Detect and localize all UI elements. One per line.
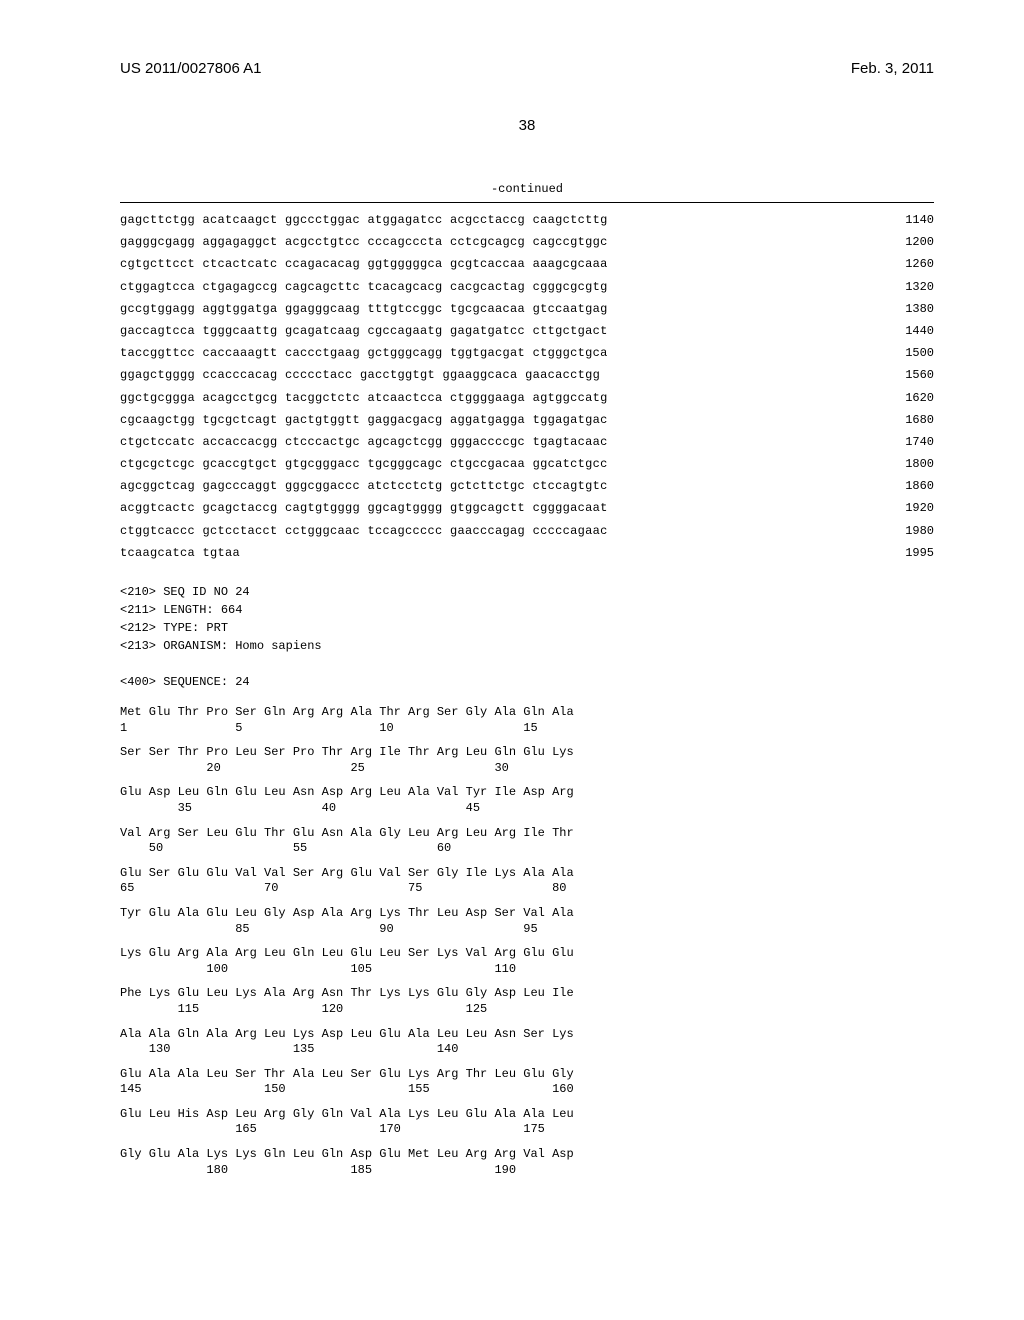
nuc-pos: 1560 [856,366,934,385]
prot-aa: Met Glu Thr Pro Ser Gln Arg Arg Ala Thr … [120,705,574,719]
page-number: 38 [120,117,934,134]
prot-aa: Tyr Glu Ala Glu Leu Gly Asp Ala Arg Lys … [120,906,574,920]
prot-nums: 100 105 110 [120,962,516,976]
nuc-row: gaccagtcca tgggcaattg gcagatcaag cgccaga… [120,322,934,341]
nuc-row: agcggctcag gagcccaggt gggcggaccc atctcct… [120,477,934,496]
nuc-pos: 1380 [856,300,934,319]
nuc-row: cgtgcttcct ctcactcatc ccagacacag ggtgggg… [120,255,934,274]
prot-nums: 115 120 125 [120,1002,487,1016]
nuc-pos: 1920 [856,499,934,518]
top-rule [120,202,934,203]
prot-row: Glu Leu His Asp Leu Arg Gly Gln Val Ala … [120,1107,934,1138]
nuc-pos: 1200 [856,233,934,252]
nuc-pos: 1320 [856,278,934,297]
nuc-row: ctggagtcca ctgagagccg cagcagcttc tcacagc… [120,278,934,297]
prot-nums: 1 5 10 15 [120,721,538,735]
prot-nums: 35 40 45 [120,801,480,815]
prot-aa: Glu Leu His Asp Leu Arg Gly Gln Val Ala … [120,1107,574,1121]
prot-aa: Glu Ala Ala Leu Ser Thr Ala Leu Ser Glu … [120,1067,574,1081]
prot-aa: Lys Glu Arg Ala Arg Leu Gln Leu Glu Leu … [120,946,574,960]
prot-row: Phe Lys Glu Leu Lys Ala Arg Asn Thr Lys … [120,986,934,1017]
nuc-row: ggctgcggga acagcctgcg tacggctctc atcaact… [120,389,934,408]
prot-aa: Phe Lys Glu Leu Lys Ala Arg Asn Thr Lys … [120,986,574,1000]
prot-aa: Glu Asp Leu Gln Glu Leu Asn Asp Arg Leu … [120,785,574,799]
nuc-row: cgcaagctgg tgcgctcagt gactgtggtt gaggacg… [120,411,934,430]
nuc-seq: agcggctcag gagcccaggt gggcggaccc atctcct… [120,477,608,496]
nuc-pos: 1260 [856,255,934,274]
prot-nums: 85 90 95 [120,922,538,936]
prot-aa: Ala Ala Gln Ala Arg Leu Lys Asp Leu Glu … [120,1027,574,1041]
nuc-row: ggagctgggg ccacccacag ccccctacc gacctggt… [120,366,934,385]
prot-aa: Glu Ser Glu Glu Val Val Ser Arg Glu Val … [120,866,574,880]
nuc-seq: cgtgcttcct ctcactcatc ccagacacag ggtgggg… [120,255,608,274]
nuc-pos: 1680 [856,411,934,430]
publication-number: US 2011/0027806 A1 [120,60,262,77]
prot-row: Lys Glu Arg Ala Arg Leu Gln Leu Glu Leu … [120,946,934,977]
prot-nums: 65 70 75 80 [120,881,566,895]
nuc-pos: 1440 [856,322,934,341]
nuc-row: taccggttcc caccaaagtt caccctgaag gctgggc… [120,344,934,363]
nuc-seq: ctgctccatc accaccacgg ctcccactgc agcagct… [120,433,608,452]
prot-nums: 145 150 155 160 [120,1082,574,1096]
nuc-seq: gagcttctgg acatcaagct ggccctggac atggaga… [120,211,608,230]
sequence-metadata: <210> SEQ ID NO 24 <211> LENGTH: 664 <21… [120,583,934,691]
nuc-seq: ggagctgggg ccacccacag ccccctacc gacctggt… [120,366,600,385]
prot-row: Ser Ser Thr Pro Leu Ser Pro Thr Arg Ile … [120,745,934,776]
nuc-pos: 1140 [856,211,934,230]
nuc-row: ctggtcaccc gctcctacct cctgggcaac tccagcc… [120,522,934,541]
prot-row: Glu Ala Ala Leu Ser Thr Ala Leu Ser Glu … [120,1067,934,1098]
nuc-row: gagggcgagg aggagaggct acgcctgtcc cccagcc… [120,233,934,252]
nuc-row: ctgcgctcgc gcaccgtgct gtgcgggacc tgcgggc… [120,455,934,474]
prot-row: Val Arg Ser Leu Glu Thr Glu Asn Ala Gly … [120,826,934,857]
prot-row: Ala Ala Gln Ala Arg Leu Lys Asp Leu Glu … [120,1027,934,1058]
meta-organism: <213> ORGANISM: Homo sapiens [120,639,322,653]
nuc-pos: 1995 [856,544,934,563]
nucleotide-sequence: gagcttctgg acatcaagct ggccctggac atggaga… [120,211,934,563]
prot-aa: Val Arg Ser Leu Glu Thr Glu Asn Ala Gly … [120,826,574,840]
prot-aa: Gly Glu Ala Lys Lys Gln Leu Gln Asp Glu … [120,1147,574,1161]
nuc-pos: 1620 [856,389,934,408]
nuc-row: tcaagcatca tgtaa 1995 [120,544,934,563]
patent-page: US 2011/0027806 A1 Feb. 3, 2011 38 -cont… [0,0,1024,1227]
nuc-seq: cgcaagctgg tgcgctcagt gactgtggtt gaggacg… [120,411,608,430]
meta-type: <212> TYPE: PRT [120,621,228,635]
nuc-seq: gccgtggagg aggtggatga ggagggcaag tttgtcc… [120,300,608,319]
protein-sequence: Met Glu Thr Pro Ser Gln Arg Arg Ala Thr … [120,705,934,1178]
page-header: US 2011/0027806 A1 Feb. 3, 2011 [120,60,934,77]
nuc-seq: ctgcgctcgc gcaccgtgct gtgcgggacc tgcgggc… [120,455,608,474]
prot-aa: Ser Ser Thr Pro Leu Ser Pro Thr Arg Ile … [120,745,574,759]
nuc-seq: gaccagtcca tgggcaattg gcagatcaag cgccaga… [120,322,608,341]
nuc-seq: ggctgcggga acagcctgcg tacggctctc atcaact… [120,389,608,408]
nuc-pos: 1740 [856,433,934,452]
prot-nums: 165 170 175 [120,1122,545,1136]
prot-row: Met Glu Thr Pro Ser Gln Arg Arg Ala Thr … [120,705,934,736]
prot-row: Tyr Glu Ala Glu Leu Gly Asp Ala Arg Lys … [120,906,934,937]
nuc-seq: acggtcactc gcagctaccg cagtgtgggg ggcagtg… [120,499,608,518]
nuc-seq: ctggagtcca ctgagagccg cagcagcttc tcacagc… [120,278,608,297]
nuc-pos: 1800 [856,455,934,474]
nuc-seq: ctggtcaccc gctcctacct cctgggcaac tccagcc… [120,522,608,541]
nuc-seq: tcaagcatca tgtaa [120,544,240,563]
nuc-seq: taccggttcc caccaaagtt caccctgaag gctgggc… [120,344,608,363]
prot-row: Glu Asp Leu Gln Glu Leu Asn Asp Arg Leu … [120,785,934,816]
continued-label: -continued [120,182,934,196]
prot-row: Glu Ser Glu Glu Val Val Ser Arg Glu Val … [120,866,934,897]
publication-date: Feb. 3, 2011 [851,60,934,77]
nuc-row: acggtcactc gcagctaccg cagtgtgggg ggcagtg… [120,499,934,518]
prot-nums: 130 135 140 [120,1042,458,1056]
prot-nums: 20 25 30 [120,761,509,775]
nuc-pos: 1860 [856,477,934,496]
prot-nums: 50 55 60 [120,841,451,855]
nuc-pos: 1980 [856,522,934,541]
meta-length: <211> LENGTH: 664 [120,603,242,617]
meta-sequence: <400> SEQUENCE: 24 [120,675,250,689]
nuc-row: ctgctccatc accaccacgg ctcccactgc agcagct… [120,433,934,452]
prot-row: Gly Glu Ala Lys Lys Gln Leu Gln Asp Glu … [120,1147,934,1178]
nuc-row: gccgtggagg aggtggatga ggagggcaag tttgtcc… [120,300,934,319]
prot-nums: 180 185 190 [120,1163,516,1177]
nuc-pos: 1500 [856,344,934,363]
nuc-row: gagcttctgg acatcaagct ggccctggac atggaga… [120,211,934,230]
meta-seqid: <210> SEQ ID NO 24 [120,585,250,599]
nuc-seq: gagggcgagg aggagaggct acgcctgtcc cccagcc… [120,233,608,252]
